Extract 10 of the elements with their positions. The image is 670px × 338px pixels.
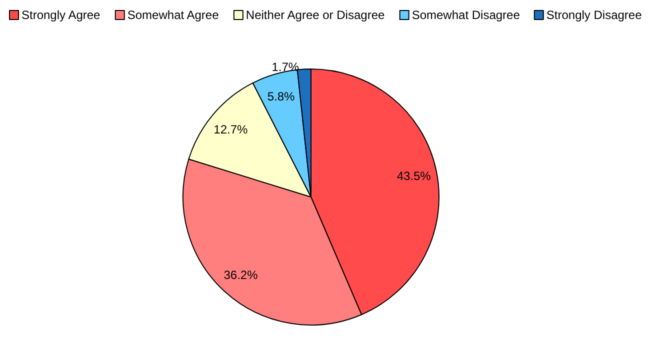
data-label: 1.7% bbox=[272, 60, 300, 74]
legend-label: Strongly Disagree bbox=[546, 8, 642, 22]
data-label: 12.7% bbox=[214, 122, 248, 136]
legend-label: Somewhat Agree bbox=[127, 8, 220, 22]
legend-label: Somewhat Disagree bbox=[412, 8, 520, 22]
legend-label: Strongly Agree bbox=[22, 8, 101, 22]
data-label: 36.2% bbox=[224, 268, 258, 282]
data-label: 5.8% bbox=[267, 89, 296, 104]
legend-label: Neither Agree or Disagree bbox=[246, 8, 385, 22]
data-label: 43.5% bbox=[396, 168, 432, 183]
